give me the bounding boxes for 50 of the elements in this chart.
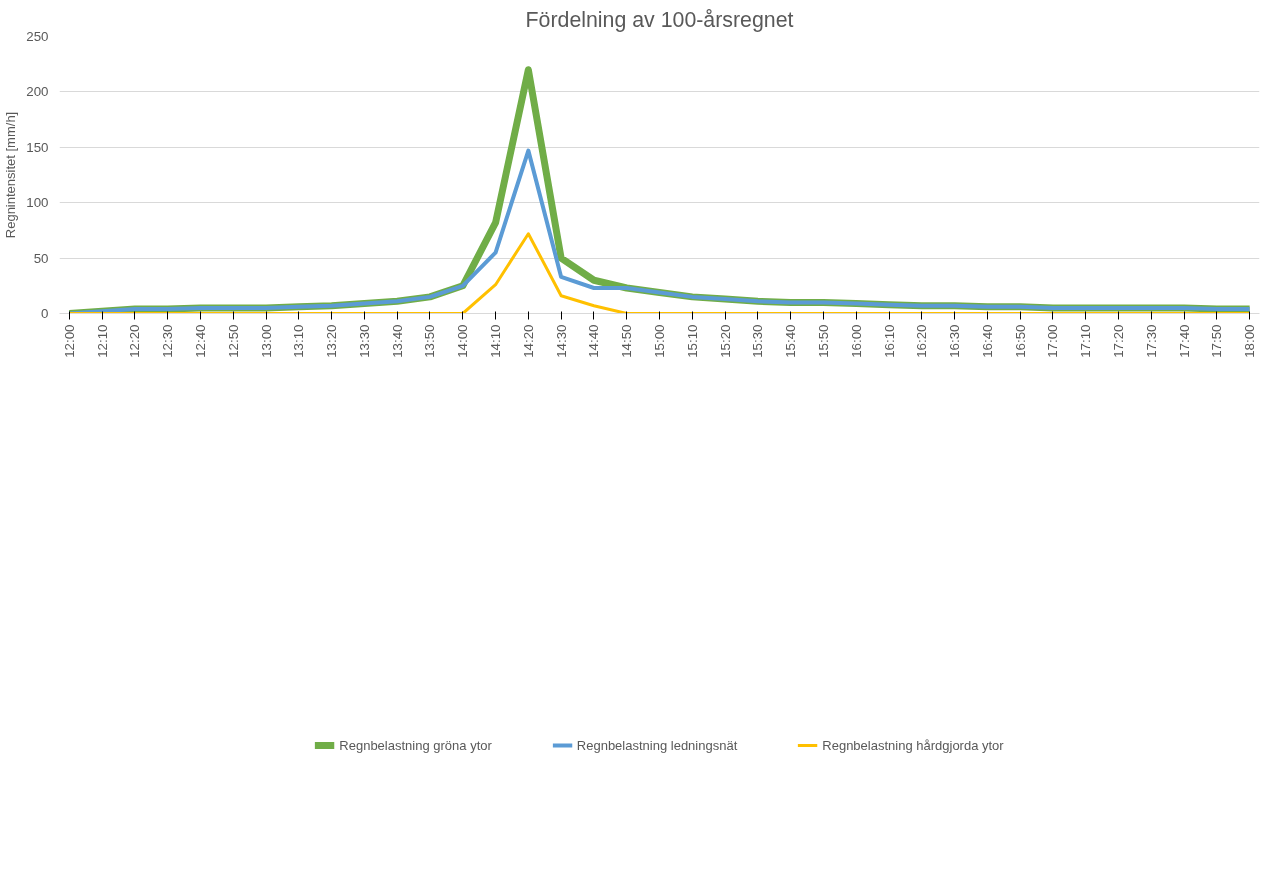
x-tick-label: 14:00 [455,324,471,358]
x-tick-label: 17:50 [1209,324,1225,358]
x-tick-label: 14:30 [553,324,569,358]
x-tick-label: 13:10 [291,324,307,358]
y-tick-label: 250 [26,29,49,44]
x-tick-label: 15:00 [652,324,667,358]
line-series [67,148,1252,314]
x-tick-label: 15:30 [750,324,766,358]
y-axis-title: Regnintensitet [mm/h] [3,111,19,239]
x-tick-label: 15:50 [815,324,831,358]
x-tick-label: 15:40 [783,324,799,358]
y-tick-label: 50 [33,250,49,266]
x-tick-label: 13:30 [356,324,372,358]
x-tick-label: 16:00 [848,324,864,358]
x-tick-label: 16:30 [947,324,963,358]
x-tick-label: 13:00 [258,324,274,358]
x-tick-label: 13:50 [422,324,438,358]
legend-label: Regnbelastning hårdgjorda ytor [822,737,1004,753]
x-tick-label: 14:10 [488,324,504,358]
x-tick-label: 14:40 [586,324,602,358]
y-tick-label: 100 [26,195,49,211]
x-tick-label: 12:50 [225,324,241,358]
x-tick-label: 15:20 [717,324,733,358]
legend-label: Regnbelastning gröna ytor [339,737,492,753]
x-tick-label: 17:10 [1078,324,1094,358]
x-tick-label: 15:10 [684,324,700,358]
x-tick-label: 12:20 [127,324,143,358]
x-tick-label: 16:20 [914,324,930,358]
x-tick-label: 17:40 [1176,324,1192,358]
x-tick-label: 17:20 [1111,324,1127,358]
x-tick-label: 16:10 [881,324,897,358]
x-tick-label: 14:50 [619,324,635,358]
x-tick-label: 18:00 [1242,324,1258,358]
x-tick-label: 12:30 [160,324,176,358]
x-tick-label: 12:40 [192,324,208,358]
y-tick-label: 0 [41,306,49,321]
legend-label: Regnbelastning ledningsnät [576,737,738,753]
x-tick-label: 17:00 [1045,324,1061,358]
x-tick-label: 13:20 [324,324,340,358]
y-tick-label: 150 [26,139,49,155]
x-tick-label: 12:00 [61,324,77,358]
line-series [67,232,1252,314]
x-tick-label: 13:40 [389,324,405,358]
x-tick-label: 17:30 [1143,324,1159,358]
y-tick-label: 200 [26,84,49,100]
x-tick-label: 16:50 [1012,324,1028,358]
chart-title: Fördelning av 100-årsregnet [525,7,794,32]
x-tick-label: 16:40 [979,324,995,358]
x-tick-label: 14:20 [520,324,536,358]
x-tick-label: 12:10 [94,324,110,358]
